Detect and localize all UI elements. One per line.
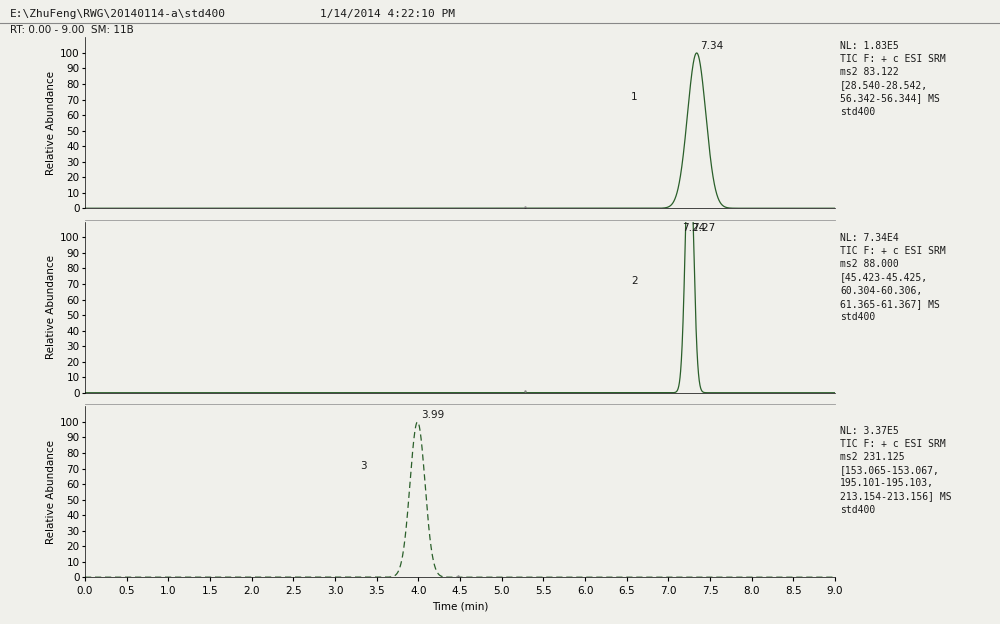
- Text: 7.27: 7.27: [692, 223, 715, 233]
- Y-axis label: Relative Abundance: Relative Abundance: [46, 440, 56, 544]
- Y-axis label: Relative Abundance: Relative Abundance: [46, 255, 56, 359]
- Text: 7.34: 7.34: [700, 41, 723, 51]
- Text: 3.99: 3.99: [421, 411, 444, 421]
- Text: 1: 1: [631, 92, 637, 102]
- X-axis label: Time (min): Time (min): [432, 602, 488, 612]
- Text: 7.24: 7.24: [682, 223, 705, 233]
- Text: 3: 3: [360, 461, 367, 470]
- Text: 2: 2: [631, 276, 637, 286]
- Text: 1/14/2014 4:22:10 PM: 1/14/2014 4:22:10 PM: [320, 9, 455, 19]
- Y-axis label: Relative Abundance: Relative Abundance: [46, 71, 56, 175]
- Text: RT: 0.00 - 9.00  SM: 11B: RT: 0.00 - 9.00 SM: 11B: [10, 25, 134, 35]
- Text: NL: 7.34E4
TIC F: + c ESI SRM
ms2 88.000
[45.423-45.425,
60.304-60.306,
61.365-6: NL: 7.34E4 TIC F: + c ESI SRM ms2 88.000…: [840, 233, 946, 322]
- Text: NL: 1.83E5
TIC F: + c ESI SRM
ms2 83.122
[28.540-28.542,
56.342-56.344] MS
std40: NL: 1.83E5 TIC F: + c ESI SRM ms2 83.122…: [840, 41, 946, 117]
- Text: NL: 3.37E5
TIC F: + c ESI SRM
ms2 231.125
[153.065-153.067,
195.101-195.103,
213: NL: 3.37E5 TIC F: + c ESI SRM ms2 231.12…: [840, 426, 952, 515]
- Text: E:\ZhuFeng\RWG\20140114-a\std400: E:\ZhuFeng\RWG\20140114-a\std400: [10, 9, 226, 19]
